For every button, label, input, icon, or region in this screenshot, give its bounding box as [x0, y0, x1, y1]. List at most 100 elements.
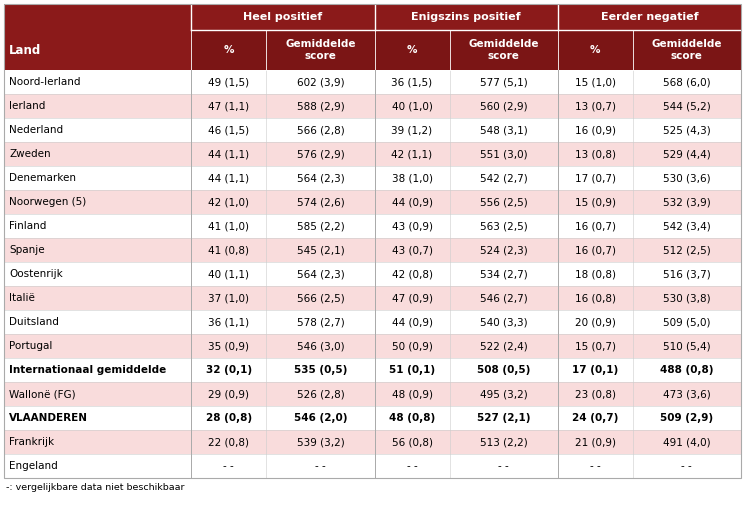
Text: 32 (0,1): 32 (0,1): [206, 365, 252, 375]
Text: 539 (3,2): 539 (3,2): [297, 438, 344, 447]
Text: 509 (5,0): 509 (5,0): [663, 317, 711, 327]
Text: 532 (3,9): 532 (3,9): [663, 197, 711, 207]
Text: 564 (2,3): 564 (2,3): [297, 173, 344, 183]
Text: 56 (0,8): 56 (0,8): [392, 438, 433, 447]
Text: 577 (5,1): 577 (5,1): [480, 77, 527, 87]
Text: - -: - -: [498, 461, 509, 472]
Bar: [4, 214, 741, 238]
Bar: [4, 262, 741, 286]
Text: 47 (1,1): 47 (1,1): [209, 101, 250, 111]
Text: - -: - -: [590, 461, 600, 472]
Text: 44 (1,1): 44 (1,1): [209, 173, 250, 183]
Text: 526 (2,8): 526 (2,8): [297, 389, 344, 399]
Text: 15 (1,0): 15 (1,0): [574, 77, 616, 87]
Text: 13 (0,7): 13 (0,7): [574, 101, 616, 111]
Text: 15 (0,7): 15 (0,7): [574, 341, 616, 351]
Bar: [558, 30, 741, 70]
Bar: [4, 334, 741, 358]
Bar: [4, 118, 741, 142]
Text: 51 (0,1): 51 (0,1): [389, 365, 435, 375]
Text: 585 (2,2): 585 (2,2): [297, 221, 344, 231]
Text: 16 (0,7): 16 (0,7): [574, 245, 616, 255]
Bar: [4, 406, 741, 430]
Text: Enigszins positief: Enigszins positief: [411, 12, 521, 22]
Text: 564 (2,3): 564 (2,3): [297, 269, 344, 279]
Text: 522 (2,4): 522 (2,4): [480, 341, 527, 351]
Text: 535 (0,5): 535 (0,5): [294, 365, 347, 375]
Text: 513 (2,2): 513 (2,2): [480, 438, 527, 447]
Text: 42 (1,0): 42 (1,0): [209, 197, 250, 207]
Text: 546 (3,0): 546 (3,0): [297, 341, 344, 351]
Text: 17 (0,1): 17 (0,1): [572, 365, 618, 375]
Text: 574 (2,6): 574 (2,6): [297, 197, 344, 207]
Bar: [4, 166, 741, 190]
Text: %: %: [590, 45, 600, 55]
Text: 24 (0,7): 24 (0,7): [572, 413, 618, 423]
Text: Finland: Finland: [9, 221, 46, 231]
Bar: [4, 430, 741, 455]
Text: 50 (0,9): 50 (0,9): [392, 341, 433, 351]
Text: Nederland: Nederland: [9, 125, 63, 135]
Text: 556 (2,5): 556 (2,5): [480, 197, 527, 207]
Text: Gemiddelde
score: Gemiddelde score: [469, 39, 539, 61]
Bar: [4, 142, 741, 166]
Text: 544 (5,2): 544 (5,2): [663, 101, 711, 111]
Text: 578 (2,7): 578 (2,7): [297, 317, 344, 327]
Text: 18 (0,8): 18 (0,8): [574, 269, 616, 279]
Text: 13 (0,8): 13 (0,8): [574, 149, 616, 159]
Text: 39 (1,2): 39 (1,2): [391, 125, 433, 135]
Text: 16 (0,9): 16 (0,9): [574, 125, 616, 135]
Text: 16 (0,8): 16 (0,8): [574, 293, 616, 303]
Text: 44 (1,1): 44 (1,1): [209, 149, 250, 159]
Text: - -: - -: [224, 461, 234, 472]
Text: Eerder negatief: Eerder negatief: [600, 12, 698, 22]
Text: 576 (2,9): 576 (2,9): [297, 149, 344, 159]
Bar: [191, 30, 375, 70]
Text: Wallonë (FG): Wallonë (FG): [9, 389, 76, 399]
Text: 530 (3,8): 530 (3,8): [663, 293, 711, 303]
Text: 524 (2,3): 524 (2,3): [480, 245, 527, 255]
Text: 28 (0,8): 28 (0,8): [206, 413, 252, 423]
Text: 22 (0,8): 22 (0,8): [209, 438, 250, 447]
Text: 529 (4,4): 529 (4,4): [663, 149, 711, 159]
Text: 36 (1,1): 36 (1,1): [209, 317, 250, 327]
Text: 16 (0,7): 16 (0,7): [574, 221, 616, 231]
Text: Land: Land: [9, 43, 41, 56]
Text: 40 (1,1): 40 (1,1): [209, 269, 250, 279]
Text: Italië: Italië: [9, 293, 35, 303]
Text: 23 (0,8): 23 (0,8): [574, 389, 616, 399]
Text: 566 (2,5): 566 (2,5): [297, 293, 344, 303]
Text: Oostenrijk: Oostenrijk: [9, 269, 63, 279]
Text: 551 (3,0): 551 (3,0): [480, 149, 527, 159]
Bar: [375, 30, 558, 70]
Text: 21 (0,9): 21 (0,9): [574, 438, 616, 447]
Bar: [4, 70, 741, 94]
Text: 43 (0,9): 43 (0,9): [392, 221, 433, 231]
Text: 20 (0,9): 20 (0,9): [575, 317, 615, 327]
Text: 46 (1,5): 46 (1,5): [209, 125, 250, 135]
Text: 509 (2,9): 509 (2,9): [660, 413, 714, 423]
Text: 563 (2,5): 563 (2,5): [480, 221, 527, 231]
Bar: [4, 286, 741, 310]
Text: Engeland: Engeland: [9, 461, 58, 472]
Text: - -: - -: [407, 461, 417, 472]
Text: 35 (0,9): 35 (0,9): [209, 341, 250, 351]
Text: 49 (1,5): 49 (1,5): [209, 77, 250, 87]
Text: 491 (4,0): 491 (4,0): [663, 438, 711, 447]
Text: 37 (1,0): 37 (1,0): [209, 293, 250, 303]
Text: Heel positief: Heel positief: [244, 12, 323, 22]
Text: 525 (4,3): 525 (4,3): [663, 125, 711, 135]
Bar: [4, 455, 741, 478]
Text: 548 (3,1): 548 (3,1): [480, 125, 527, 135]
Text: Gemiddelde
score: Gemiddelde score: [285, 39, 355, 61]
Text: 29 (0,9): 29 (0,9): [209, 389, 250, 399]
Text: 48 (0,9): 48 (0,9): [392, 389, 433, 399]
Text: Portugal: Portugal: [9, 341, 52, 351]
Text: 508 (0,5): 508 (0,5): [477, 365, 530, 375]
Bar: [4, 310, 741, 334]
Text: Noord-Ierland: Noord-Ierland: [9, 77, 80, 87]
Text: 512 (2,5): 512 (2,5): [663, 245, 711, 255]
Text: %: %: [407, 45, 417, 55]
Bar: [4, 382, 741, 406]
Text: 41 (0,8): 41 (0,8): [209, 245, 250, 255]
